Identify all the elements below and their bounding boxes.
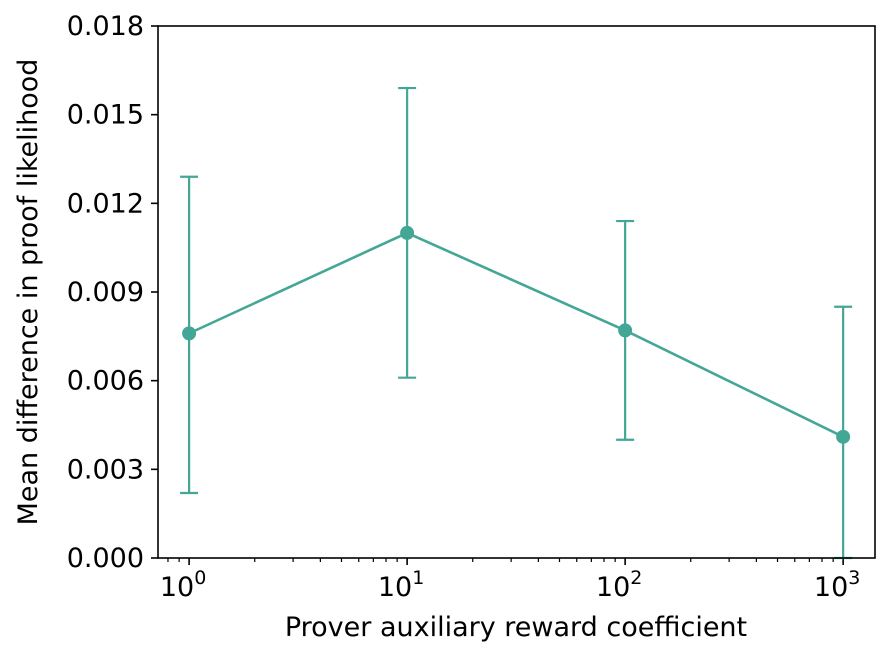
y-axis-ticks: 0.000 0.003 0.006 0.009 0.012 0.015 0.018 [67,11,158,574]
series-layer [180,86,853,560]
y-axis-label: Mean difference in proof likelihood [13,59,44,526]
data-point [400,225,415,240]
y-tick-label: 0.000 [67,543,144,574]
y-tick-label: 0.009 [67,277,144,308]
x-tick-label: 101 [378,567,424,603]
series-line [188,231,844,438]
x-tick-label: 100 [160,567,206,603]
x-axis-ticks: 100 101 102 103 [160,558,860,603]
x-axis-label: Prover auxiliary reward coefficient [285,612,747,643]
y-tick-label: 0.003 [67,454,144,485]
data-point [182,326,197,341]
data-point [836,429,851,444]
y-tick-label: 0.006 [67,366,144,397]
x-tick-label: 103 [814,567,860,603]
y-tick-label: 0.018 [67,11,144,42]
y-tick-label: 0.012 [67,188,144,219]
x-tick-label: 102 [596,567,642,603]
plot-area [158,26,875,558]
y-tick-label: 0.015 [67,100,144,131]
data-point [618,323,633,338]
plot-frame [157,25,876,559]
